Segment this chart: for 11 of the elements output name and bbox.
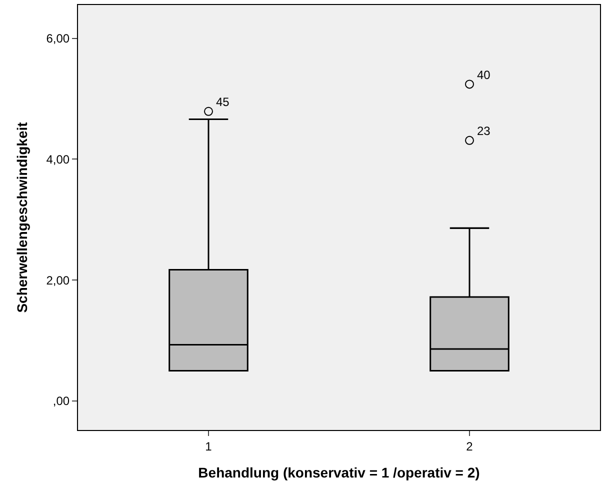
y-tick-label: ,00 (52, 394, 70, 408)
y-tick-label: 6,00 (46, 31, 70, 46)
annotation: 23 (477, 124, 491, 138)
y-tick-label: 4,00 (46, 152, 70, 166)
y-tick-label: 2,00 (46, 273, 70, 288)
y-axis-title: Scherwellengeschwindigkeit (14, 122, 30, 313)
x-tick-label: 1 (205, 439, 212, 454)
annotation: 45 (216, 95, 230, 109)
x-axis-title: Behandlung (konservativ = 1 /operativ = 2) (198, 464, 480, 481)
annotation: 40 (477, 68, 491, 82)
x-tick-label: 2 (466, 439, 474, 454)
